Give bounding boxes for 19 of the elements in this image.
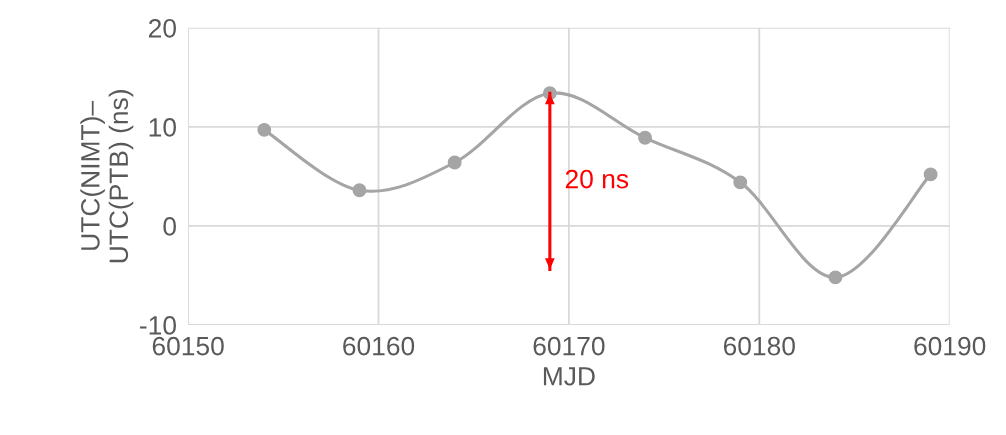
x-tick-label: 60190 [914, 336, 986, 356]
x-tick-label: 60180 [723, 336, 795, 356]
annotation: 20 ns [565, 169, 629, 189]
x-axis-title: MJD [543, 367, 595, 386]
y-tick-label: 20 [148, 18, 176, 38]
point [447, 155, 462, 170]
y-tick-label: 0 [163, 217, 176, 236]
point [733, 175, 748, 190]
x-tick-label: 60160 [343, 336, 415, 356]
point [352, 183, 367, 198]
y-tick-label: -10 [140, 316, 176, 335]
point [923, 167, 938, 182]
x-tick-label: 60150 [152, 336, 224, 356]
y-axis-title: UTC(NIMT)– UTC(PTB) (ns) [80, 90, 134, 263]
x-tick-label: 60170 [533, 336, 605, 356]
point [638, 130, 652, 145]
point [828, 270, 843, 285]
y-tick-label: 10 [149, 118, 176, 137]
point [257, 122, 272, 137]
